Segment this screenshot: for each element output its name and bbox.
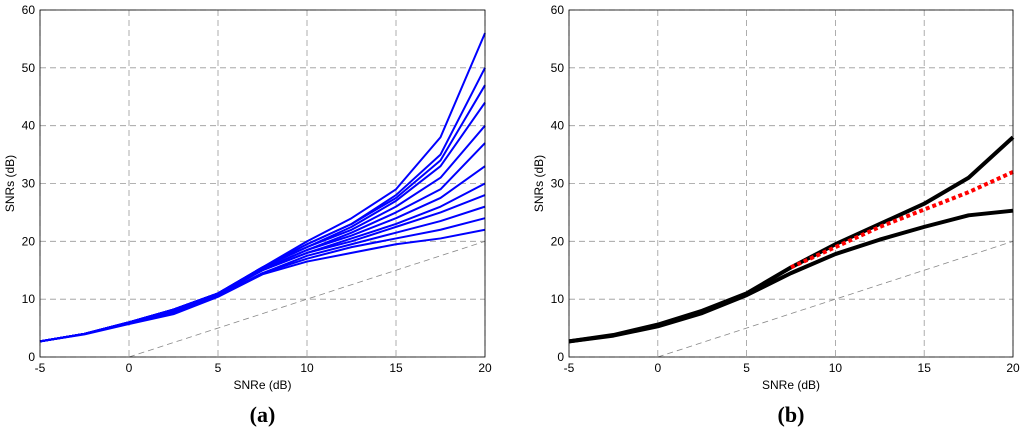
y-tick-label: 50: [551, 61, 565, 75]
y-tick-label: 60: [551, 3, 565, 17]
x-tick-label: 15: [389, 361, 403, 375]
panel-caption: (b): [778, 402, 805, 427]
series-line: [568, 208, 1014, 344]
y-tick-label: 50: [22, 61, 36, 75]
x-tick-label: -5: [35, 361, 46, 375]
x-tick-label: 10: [300, 361, 314, 375]
y-tick-label: 40: [22, 119, 36, 133]
plot-frame: [568, 9, 1014, 358]
x-tick-label: 0: [126, 361, 133, 375]
y-tick-label: 40: [551, 119, 565, 133]
y-tick-label: 30: [551, 177, 565, 191]
x-tick-label: 20: [1006, 361, 1020, 375]
y-tick-label: 20: [551, 234, 565, 248]
x-tick-label: 0: [654, 361, 661, 375]
x-axis-label: SNRe (dB): [233, 378, 291, 392]
y-tick-label: 10: [22, 292, 36, 306]
y-tick-label: 30: [22, 177, 36, 191]
x-tick-label: 15: [918, 361, 932, 375]
y-tick-label: 20: [22, 234, 36, 248]
series-line: [790, 170, 1014, 270]
series-line: [39, 228, 486, 343]
x-tick-label: 5: [743, 361, 750, 375]
y-tick-label: 0: [557, 350, 564, 364]
reference-line: [657, 240, 1014, 358]
y-tick-label: 0: [28, 350, 35, 364]
x-tick-label: 5: [215, 361, 222, 375]
x-tick-label: 20: [478, 361, 492, 375]
x-axis-label: SNRe (dB): [762, 378, 820, 392]
y-axis-label: SNRs (dB): [3, 155, 17, 212]
plot-frame: [39, 9, 486, 358]
y-tick-label: 10: [551, 292, 565, 306]
y-tick-label: 60: [22, 3, 36, 17]
x-tick-label: -5: [564, 361, 575, 375]
y-axis-label: SNRs (dB): [532, 155, 546, 212]
panel-caption: (a): [250, 402, 276, 427]
x-tick-label: 10: [829, 361, 843, 375]
reference-line: [128, 240, 486, 358]
